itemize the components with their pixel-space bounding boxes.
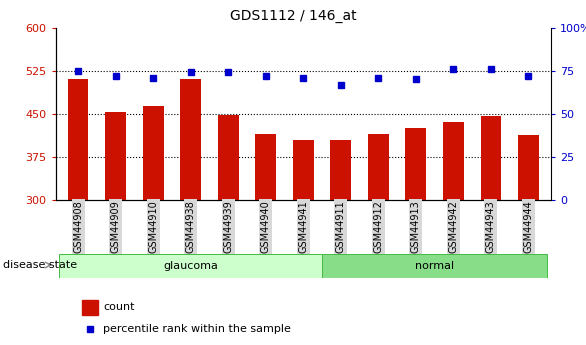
Bar (59, 254, 322, 278)
Bar (143, 106, 163, 200)
Text: count: count (103, 303, 135, 313)
Bar (218, 115, 239, 200)
Text: GSM44909: GSM44909 (111, 200, 121, 253)
Text: GSM44912: GSM44912 (373, 200, 383, 253)
Text: GSM44939: GSM44939 (223, 200, 233, 253)
Bar (481, 116, 501, 200)
Text: GSM44908: GSM44908 (73, 200, 83, 253)
Bar (406, 128, 426, 200)
Text: disease state: disease state (3, 260, 77, 270)
Bar (322, 254, 547, 278)
Text: normal: normal (415, 261, 454, 270)
Text: GSM44944: GSM44944 (523, 200, 533, 253)
Text: GSM44910: GSM44910 (148, 200, 158, 253)
Bar (368, 134, 389, 200)
Bar (105, 112, 126, 200)
Text: glaucoma: glaucoma (163, 261, 218, 270)
Text: GSM44911: GSM44911 (336, 200, 346, 253)
Bar (518, 135, 539, 200)
Bar (293, 140, 314, 200)
Text: GDS1112 / 146_at: GDS1112 / 146_at (230, 9, 356, 23)
Bar (331, 140, 351, 200)
Text: GSM44943: GSM44943 (486, 200, 496, 253)
Bar (82, 299, 98, 315)
Bar (443, 122, 464, 200)
Text: GSM44940: GSM44940 (261, 200, 271, 253)
Text: GSM44938: GSM44938 (186, 200, 196, 253)
Text: percentile rank within the sample: percentile rank within the sample (103, 324, 291, 334)
Text: GSM44941: GSM44941 (298, 200, 308, 253)
Text: GSM44942: GSM44942 (448, 200, 458, 253)
Bar (255, 134, 276, 200)
Bar (180, 79, 201, 200)
Bar (68, 79, 88, 200)
Text: GSM44913: GSM44913 (411, 200, 421, 253)
